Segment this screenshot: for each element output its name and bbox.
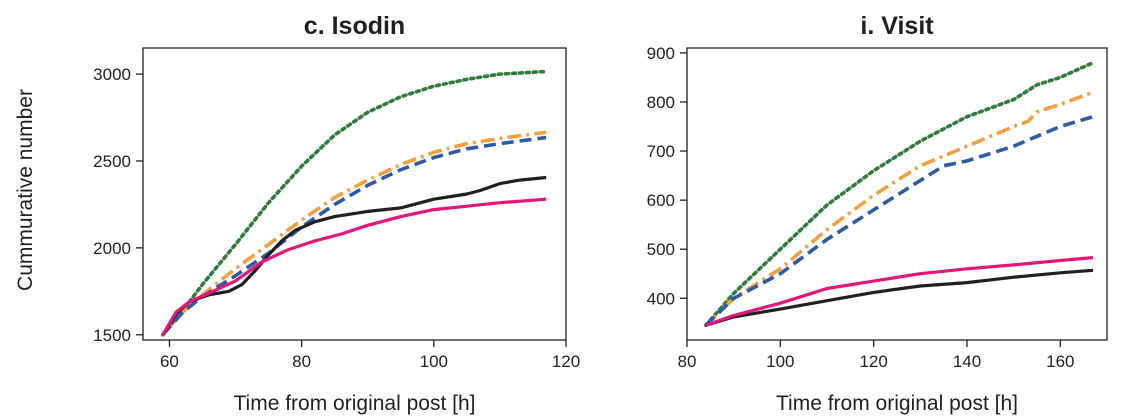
chart-title: i. Visit (860, 12, 934, 40)
series-line-2 (161, 130, 547, 336)
chart-title: c. Isodin (304, 12, 405, 40)
chart-panel-1: c. Isodin 60 80 100 120 1500 2000 2500 3000 Time … (93, 12, 580, 415)
x-tick-label: 80 (292, 352, 311, 371)
x-axis-label: Time from original post [h] (776, 392, 1018, 415)
series-line-2 (704, 90, 1094, 327)
series-line-3 (704, 114, 1094, 327)
series-line-1 (161, 69, 548, 337)
series-line-4 (705, 268, 1094, 327)
y-tick-label: 900 (647, 44, 675, 63)
series-line-3 (161, 135, 547, 336)
plot-area-frame (142, 47, 567, 341)
x-axis-label: Time from original post [h] (234, 392, 476, 415)
plot-area-frame (686, 47, 1108, 341)
x-tick-label: 80 (678, 352, 697, 371)
x-tick-label: 120 (552, 352, 580, 371)
y-tick-label: 500 (647, 240, 675, 259)
series-line-4 (161, 175, 547, 336)
y-tick-label: 2500 (93, 152, 131, 171)
y-tick-label: 600 (647, 191, 675, 210)
x-tick-label: 140 (953, 352, 981, 371)
y-tick-label: 400 (647, 289, 675, 308)
x-tick-label: 120 (859, 352, 887, 371)
series-line-5 (705, 256, 1094, 327)
y-tick-label: 800 (647, 93, 675, 112)
x-tick-label: 60 (160, 352, 179, 371)
y-tick-label: 700 (647, 142, 675, 161)
series-line-5 (161, 197, 547, 336)
chart-panel-2: i. Visit 80 100 120 140 160 400 500 600 700 800 900… (647, 12, 1108, 415)
y-tick-label: 3000 (93, 65, 131, 84)
x-tick-label: 160 (1046, 352, 1074, 371)
x-tick-label: 100 (766, 352, 794, 371)
y-tick-label: 2000 (93, 239, 131, 258)
series-line-1 (703, 60, 1095, 328)
y-tick-label: 1500 (93, 326, 131, 345)
x-tick-label: 100 (420, 352, 448, 371)
